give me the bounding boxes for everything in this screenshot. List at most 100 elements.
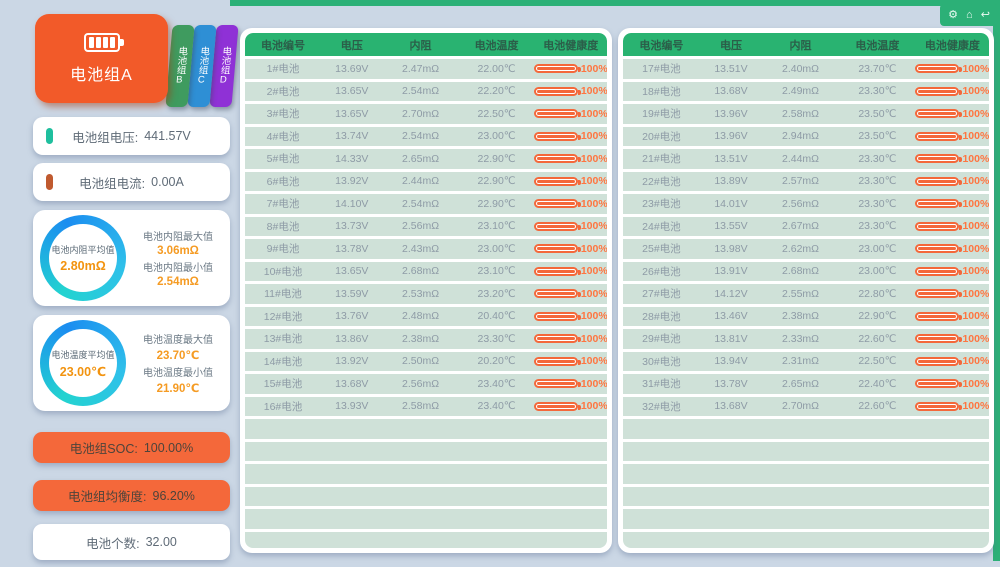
voltage-cell: 13.68V — [714, 85, 748, 98]
temperature-avg-value: 23.00℃ — [59, 364, 107, 379]
health-cell: 100% — [533, 85, 607, 97]
battery-id-cell: 16#电池 — [263, 400, 303, 413]
voltage-cell: 13.73V — [335, 220, 369, 233]
temperature-cell: 23.30℃ — [858, 197, 897, 210]
temperature-cell: 22.50℃ — [477, 107, 516, 120]
soc-button[interactable]: 电池组SOC: 100.00% — [33, 432, 230, 463]
voltage-cell: 13.65V — [335, 265, 369, 278]
health-cell: 100% — [915, 175, 989, 188]
resistance-cell: 2.38mΩ — [781, 310, 820, 323]
battery-id-cell: 19#电池 — [642, 108, 681, 121]
header-battery-id: 电池编号 — [639, 39, 684, 52]
battery-health-bar-icon — [915, 176, 963, 186]
resistance-cell: 2.44mΩ — [781, 152, 820, 165]
resistance-avg-label: 电池内阻平均值 — [51, 245, 115, 255]
home-icon[interactable]: ⌂ — [966, 8, 973, 21]
battery-health-bar-icon — [533, 334, 581, 344]
health-cell: 100% — [533, 288, 607, 300]
health-percent: 100% — [580, 197, 607, 210]
resistance-cell: 2.70mΩ — [781, 400, 820, 413]
voltage-cell: 13.92V — [335, 175, 369, 188]
health-cell: 100% — [915, 265, 989, 277]
battery-health-bar-icon — [533, 109, 581, 119]
battery-health-bar-icon — [915, 64, 963, 74]
resistance-cell: 2.94mΩ — [781, 130, 820, 143]
balance-label: 电池组均衡度: — [68, 490, 147, 504]
voltage-cell: 13.51V — [714, 152, 748, 165]
pack-voltage-label: 电池组电压: — [72, 130, 139, 145]
current-pill-icon — [46, 174, 53, 190]
battery-id-cell: 6#电池 — [266, 175, 300, 188]
health-percent: 100% — [962, 310, 989, 323]
temperature-cell: 23.40℃ — [477, 377, 516, 390]
balance-value: 96.20% — [152, 488, 195, 503]
voltage-cell: 13.86V — [335, 332, 369, 345]
battery-id-cell: 8#电池 — [266, 220, 300, 233]
resistance-cell: 2.68mΩ — [402, 265, 440, 278]
battery-group-tabs: 电池组D 电池组C 电池组B 电池组A — [33, 12, 239, 112]
empty-row — [623, 419, 989, 439]
resistance-cell: 2.49mΩ — [781, 85, 820, 98]
active-group-label: 电池组A — [70, 66, 133, 84]
resistance-max-label: 电池内阻最大值 — [143, 232, 213, 243]
temperature-cell: 22.20℃ — [477, 85, 516, 98]
battery-id-cell: 24#电池 — [642, 220, 681, 233]
health-percent: 100% — [580, 220, 607, 233]
health-cell: 100% — [533, 130, 607, 142]
back-icon[interactable]: ↩ — [980, 8, 990, 21]
battery-health-bar-icon — [533, 64, 581, 74]
table-row: 3#电池 13.65V 2.70mΩ 22.50℃ 100% — [245, 104, 607, 124]
resistance-cell: 2.55mΩ — [781, 287, 820, 300]
table-row: 15#电池 13.68V 2.56mΩ 23.40℃ 100% — [245, 374, 607, 394]
resistance-cell: 2.40mΩ — [781, 62, 820, 75]
temperature-min-value: 21.90℃ — [156, 383, 200, 395]
battery-health-bar-icon — [533, 86, 581, 96]
voltage-cell: 13.89V — [714, 175, 748, 188]
table-row: 18#电池 13.68V 2.49mΩ 23.30℃ 100% — [623, 81, 989, 101]
battery-health-bar-icon — [533, 356, 581, 366]
table-row: 31#电池 13.78V 2.65mΩ 22.40℃ 100% — [623, 374, 989, 394]
tab-battery-group-a[interactable]: 电池组A — [35, 14, 168, 103]
voltage-cell: 13.96V — [714, 130, 748, 143]
voltage-cell: 13.69V — [335, 62, 369, 75]
battery-id-cell: 1#电池 — [266, 63, 300, 76]
temperature-cell: 20.20℃ — [477, 355, 516, 368]
pack-current-value: 0.00A — [151, 175, 184, 189]
table-row: 4#电池 13.74V 2.54mΩ 23.00℃ 100% — [245, 126, 607, 146]
temperature-cell: 23.10℃ — [477, 265, 516, 278]
battery-id-cell: 7#电池 — [266, 198, 300, 211]
battery-count-card: 电池个数: 32.00 — [33, 524, 230, 560]
settings-icon[interactable]: ⚙ — [948, 8, 958, 21]
health-percent: 100% — [580, 310, 607, 323]
resistance-cell: 2.56mΩ — [781, 197, 820, 210]
health-cell: 100% — [915, 63, 989, 75]
battery-health-bar-icon — [533, 154, 581, 164]
battery-table-right: 电池编号 电压 内阻 电池温度 电池健康度 17#电池 13.51V 2.40mΩ 2… — [618, 28, 994, 553]
health-cell: 100% — [533, 378, 607, 390]
table-row: 8#电池 13.73V 2.56mΩ 23.10℃ 100% — [245, 216, 607, 236]
temperature-gauge-ring: 电池温度平均值 23.00℃ — [40, 320, 126, 406]
table-row: 19#电池 13.96V 2.58mΩ 23.50℃ 100% — [623, 104, 989, 124]
health-percent: 100% — [962, 175, 989, 188]
health-cell: 100% — [915, 400, 989, 412]
battery-health-bar-icon — [533, 244, 581, 254]
header-resistance: 内阻 — [409, 39, 432, 52]
resistance-cell: 2.57mΩ — [781, 175, 820, 188]
health-cell: 100% — [915, 108, 989, 120]
battery-id-cell: 28#电池 — [642, 310, 681, 323]
battery-health-bar-icon — [533, 266, 581, 276]
battery-health-bar-icon — [533, 199, 581, 209]
voltage-cell: 13.92V — [335, 355, 369, 368]
balance-button[interactable]: 电池组均衡度: 96.20% — [33, 480, 230, 511]
empty-row — [623, 509, 989, 529]
health-cell: 100% — [533, 153, 607, 165]
resistance-gauge-card: 电池内阻平均值 2.80mΩ 电池内阻最大值 3.06mΩ 电池内阻最小值 2.… — [33, 210, 230, 306]
table-row: 14#电池 13.92V 2.50mΩ 20.20℃ 100% — [245, 351, 607, 371]
table-row: 1#电池 13.69V 2.47mΩ 22.00℃ 100% — [245, 59, 607, 79]
health-percent: 100% — [962, 287, 989, 300]
table-row: 22#电池 13.89V 2.57mΩ 23.30℃ 100% — [623, 171, 989, 191]
resistance-cell: 2.68mΩ — [781, 265, 820, 278]
temperature-cell: 22.90℃ — [477, 152, 516, 165]
table-row: 23#电池 14.01V 2.56mΩ 23.30℃ 100% — [623, 194, 989, 214]
temperature-cell: 23.40℃ — [477, 400, 516, 413]
